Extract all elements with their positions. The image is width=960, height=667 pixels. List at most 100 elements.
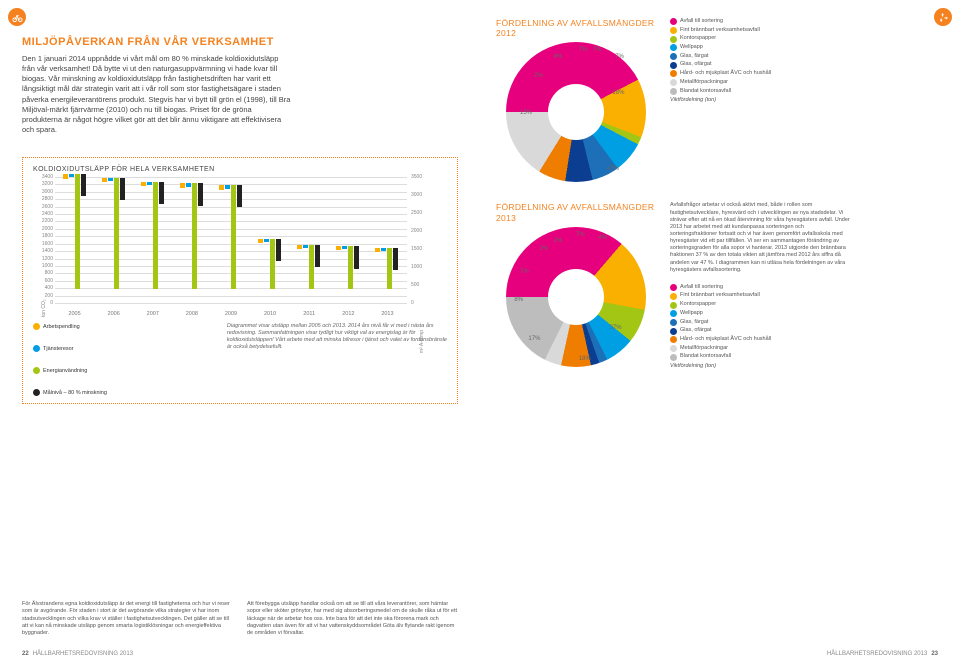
pie-2012: FÖRDELNING AV AVFALLSMÄNGDER 2012 47%15%… [496,18,656,182]
bar-group [63,174,86,289]
page-left: MILJÖPÅVERKAN FRÅN VÅR VERKSAMHET Den 1 … [0,0,480,667]
y-tick-left: 3000 [33,189,53,195]
legend-label: Blandat kontorsavfall [680,353,731,361]
legend-note: Viktfördelning (ton) [670,97,790,105]
y-tick-left: 2600 [33,204,53,210]
legend-item: Blandat kontorsavfall [670,88,790,96]
x-tick-label: 2008 [186,311,198,317]
bar-chart-panel: KOLDIOXIDUTSLÄPP FÖR HELA VERKSAMHETEN t… [22,157,458,404]
footer-col-left: För Älvstrandens egna koldioxidutsläpp ä… [22,601,233,637]
y-tick-left: 3200 [33,181,53,187]
legend-2013: Avfall till sorteringFint brännbart verk… [670,284,790,371]
y-tick-left: 800 [33,270,53,276]
bar [342,246,347,249]
legend-item: Glas, färgat [670,53,790,61]
bar-group [297,245,320,289]
legend-note: Viktfördelning (ton) [670,363,790,371]
pie-pct-label: 7% [520,269,529,275]
legend-swatch [670,293,677,300]
pie-2013: FÖRDELNING AV AVFALLSMÄNGDER 2013 37%18%… [496,202,656,366]
pie-pct-label: 8% [554,54,563,60]
bar-group [375,248,398,289]
legend-label: Fint brännbart verksamhetsavfall [680,27,760,35]
pie-2013-title: FÖRDELNING AV AVFALLSMÄNGDER 2013 [496,202,656,222]
legend-item: Kontorspapper [670,35,790,43]
legend-label: Glas, färgat [680,53,708,61]
y-tick-right: 3500 [411,174,441,180]
pie-pct-label: 7% [593,47,602,53]
legend-label: Glas, ofärgat [680,327,712,335]
bar [219,185,224,189]
bar [192,183,197,289]
bar-group [180,183,203,289]
pie-pct-label: 8% [514,297,523,303]
bar [75,174,80,289]
legend-swatch [33,323,40,330]
y-tick-left: 2400 [33,211,53,217]
x-tick-label: 2010 [264,311,276,317]
bar-legend-item: Tjänsteresor [33,345,74,352]
x-tick-label: 2006 [108,311,120,317]
y-tick-right: 0 [411,300,441,306]
legend-item: Metallförpackningar [670,79,790,87]
pie-pct-label: 18% [579,356,591,362]
legend-swatch [670,79,677,86]
y-tick-left: 1400 [33,248,53,254]
right-body-text: Avfallsfrågor arbetar vi också aktivt me… [670,202,850,273]
section-title: MILJÖPÅVERKAN FRÅN VÅR VERKSAMHET [22,36,458,48]
y-tick-left: 1600 [33,241,53,247]
bar-chart-title: KOLDIOXIDUTSLÄPP FÖR HELA VERKSAMHETEN [33,166,447,173]
footer-col-right: Att förebygga utsläpp handlar också om a… [247,601,458,637]
intro-paragraph: Den 1 januari 2014 uppnådde vi vårt mål … [22,54,292,135]
legend-item: Blandat kontorsavfall [670,353,790,361]
legend-item: Wellpapp [670,44,790,52]
pie-pct-label: 2% [534,73,543,79]
pie-pct-label: 17% [528,336,540,342]
page-footer-left: 22 HÅLLBARHETSREDOVISNING 2013 [22,651,133,657]
bar [108,178,113,181]
bar-group [102,178,125,289]
bar-legend-item: Målnivå – 80 % minskning [33,389,107,396]
bar [120,178,125,200]
bar [264,239,269,242]
x-tick-label: 2013 [381,311,393,317]
bar [180,183,185,187]
legend-item: Wellpapp [670,310,790,318]
pie-pct-label: 4% [598,235,607,241]
legend-label: Målnivå – 80 % minskning [43,390,107,396]
recycle-icon [934,8,952,26]
legend-item: Glas, färgat [670,319,790,327]
legend-swatch [670,319,677,326]
legend-swatch [670,36,677,43]
bar [375,248,380,252]
y-tick-left: 600 [33,278,53,284]
legend-item: Kontorspapper [670,301,790,309]
bar [276,239,281,261]
x-tick-label: 2012 [342,311,354,317]
legend-label: Arbetspendling [43,324,80,330]
y-tick-left: 1800 [33,233,53,239]
legend-swatch [670,44,677,51]
legend-item: Hård- och mjukplast ÅVC och hushåll [670,70,790,78]
bar [393,248,398,270]
bar [387,248,392,289]
y-tick-right: 2000 [411,228,441,234]
bar [270,239,275,289]
legend-label: Avfall till sortering [680,284,723,292]
bar [348,246,353,289]
bar-group [336,246,359,289]
bar-group [141,182,164,289]
legend-label: Glas, färgat [680,319,708,327]
legend-swatch [670,310,677,317]
legend-swatch [33,389,40,396]
bar [231,185,236,289]
x-tick-label: 2011 [303,311,315,317]
pie-pct-label: 7% [579,47,588,53]
pie-pct-label: 18% [612,90,624,96]
bar [198,183,203,205]
y-tick-right: 3000 [411,192,441,198]
pie-2012-title: FÖRDELNING AV AVFALLSMÄNGDER 2012 [496,18,656,38]
pie-pct-label: 2% [540,246,549,252]
bar [336,246,341,250]
bar [63,174,68,178]
